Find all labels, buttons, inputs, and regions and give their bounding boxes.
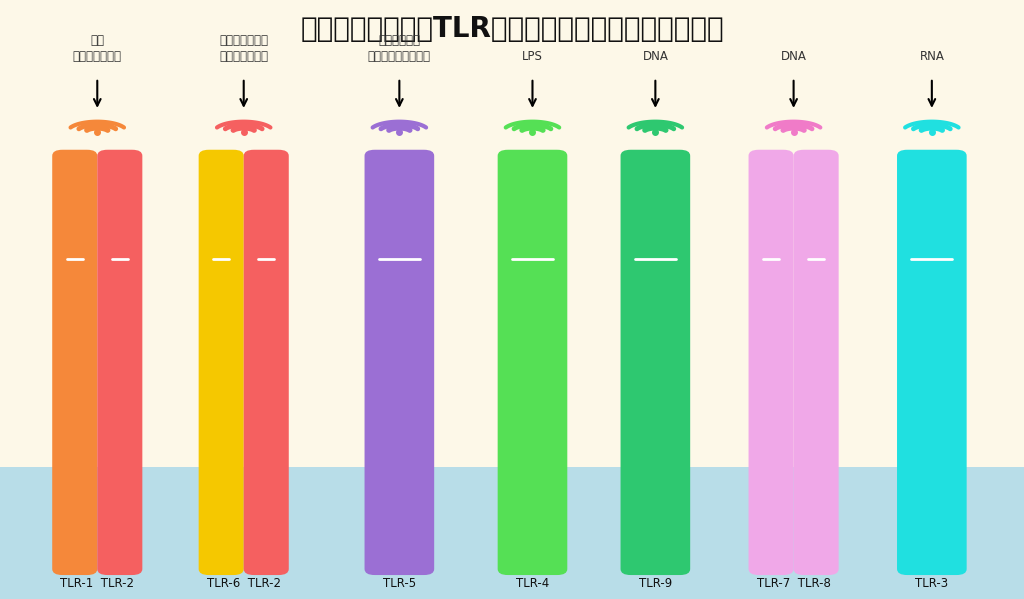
Text: TLR-5: TLR-5	[383, 577, 416, 590]
FancyBboxPatch shape	[498, 150, 567, 575]
FancyBboxPatch shape	[749, 150, 794, 575]
Text: マイコプラズマ
リポタンパク質: マイコプラズマ リポタンパク質	[219, 34, 268, 63]
Text: TLR-7  TLR-8: TLR-7 TLR-8	[757, 577, 830, 590]
Text: TLR-1  TLR-2: TLR-1 TLR-2	[60, 577, 134, 590]
Text: 細菌
リポタンパク質: 細菌 リポタンパク質	[73, 34, 122, 63]
FancyBboxPatch shape	[794, 150, 839, 575]
FancyBboxPatch shape	[621, 150, 690, 575]
Text: 「トル様受容体（TLR）」センサーとその認識成分例: 「トル様受容体（TLR）」センサーとその認識成分例	[300, 15, 724, 43]
FancyBboxPatch shape	[97, 150, 142, 575]
FancyBboxPatch shape	[199, 150, 244, 575]
FancyBboxPatch shape	[365, 150, 434, 575]
Bar	[0, 467, 1024, 599]
Text: TLR-6  TLR-2: TLR-6 TLR-2	[207, 577, 281, 590]
Text: フラジェリン
（腸内細菌の成分）: フラジェリン （腸内細菌の成分）	[368, 34, 431, 63]
Text: TLR-3: TLR-3	[915, 577, 948, 590]
Text: TLR-9: TLR-9	[639, 577, 672, 590]
Text: DNA: DNA	[780, 50, 807, 63]
FancyBboxPatch shape	[897, 150, 967, 575]
Text: TLR-4: TLR-4	[516, 577, 549, 590]
FancyBboxPatch shape	[244, 150, 289, 575]
Text: DNA: DNA	[642, 50, 669, 63]
FancyBboxPatch shape	[52, 150, 97, 575]
Text: LPS: LPS	[522, 50, 543, 63]
Text: RNA: RNA	[920, 50, 944, 63]
